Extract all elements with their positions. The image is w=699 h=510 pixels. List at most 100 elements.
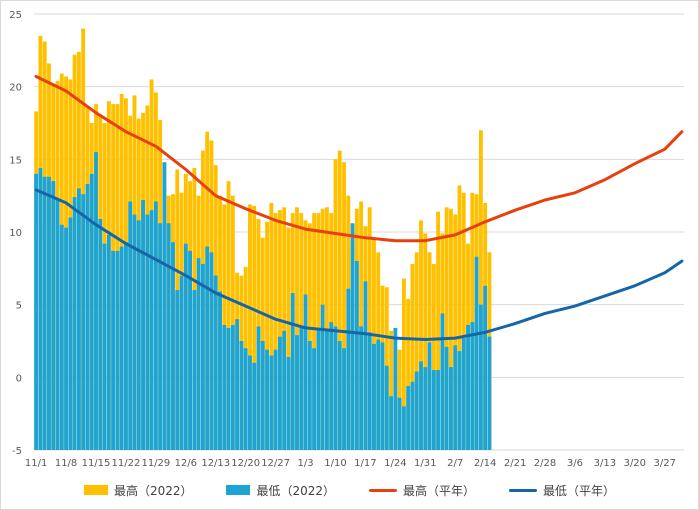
- y-tick-label: 20: [9, 83, 22, 94]
- bar-high-2022: [286, 227, 291, 450]
- bar-low-2022: [256, 326, 261, 450]
- line-high-normal: [34, 75, 684, 243]
- bar-low-2022: [312, 348, 317, 450]
- legend-swatch-high-normal: [369, 488, 398, 492]
- bar-low-2022: [248, 355, 252, 450]
- bar-high-2022: [337, 150, 342, 450]
- bar-low-2022: [179, 275, 184, 450]
- bar-high-2022: [226, 181, 231, 450]
- bar-high-2022: [419, 220, 423, 450]
- bar-low-2022: [38, 168, 43, 450]
- bar-high-2022: [410, 263, 415, 450]
- bar-low-2022: [419, 361, 423, 450]
- bar-low-2022: [453, 345, 458, 450]
- bar-low-2022: [47, 176, 51, 451]
- bar-low-2022: [200, 263, 205, 450]
- x-tick-label: 1/10: [324, 458, 346, 469]
- y-tick-label: 5: [16, 301, 22, 312]
- legend-item-low-normal: 最低（平年）: [509, 482, 615, 499]
- bar-low-2022: [68, 217, 73, 450]
- bar-low-2022: [436, 370, 441, 450]
- bar-low-2022: [273, 349, 278, 450]
- bar-low-2022: [141, 200, 145, 450]
- bar-low-2022: [153, 201, 158, 450]
- bar-low-2022: [363, 281, 368, 450]
- bar-low-2022: [51, 181, 56, 450]
- bar-low-2022: [149, 210, 154, 450]
- bar-low-2022: [290, 293, 295, 450]
- bar-low-2022: [222, 325, 227, 450]
- temperature-chart: -5 0 5 10 15 20 25 11/1 11/8 11/15 11/22 11/29 12/6 1…: [9, 10, 684, 469]
- bar-high-2022: [265, 221, 269, 450]
- y-tick-label: 10: [9, 228, 22, 239]
- bar-low-2022: [427, 342, 432, 450]
- bar-low-2022: [235, 319, 240, 450]
- bar-low-2022: [239, 341, 244, 450]
- bar-low-2022: [367, 332, 372, 450]
- bar-low-2022: [401, 406, 406, 450]
- bar-low-2022: [299, 326, 304, 450]
- bar-low-2022: [440, 313, 445, 450]
- bar-high-2022: [359, 201, 364, 450]
- bar-low-2022: [243, 348, 248, 450]
- bar-low-2022: [470, 322, 475, 450]
- bar-low-2022: [252, 362, 257, 450]
- bar-low-2022: [59, 224, 64, 450]
- bar-low-2022: [286, 356, 291, 450]
- x-tick-label: 12/13: [201, 458, 230, 469]
- legend-label-low-normal: 最低（平年）: [543, 483, 616, 498]
- bar-low-2022: [354, 261, 359, 450]
- legend-item-high-2022: 最高（2022）: [83, 482, 193, 499]
- bar-low-2022: [307, 341, 312, 450]
- bar-high-2022: [401, 278, 406, 450]
- line-low-normal: [34, 188, 684, 341]
- bar-low-2022: [265, 349, 269, 450]
- bar-low-2022: [218, 291, 222, 450]
- legend-swatch-high-2022: [83, 485, 108, 495]
- bar-high-2022: [282, 207, 287, 450]
- bar-low-2022: [320, 304, 325, 450]
- bar-low-2022: [346, 288, 351, 450]
- bar-low-2022: [406, 386, 411, 450]
- bar-low-2022: [76, 188, 81, 450]
- bar-low-2022: [162, 162, 167, 451]
- bar-high-2022: [273, 213, 278, 450]
- bar-low-2022: [196, 258, 201, 450]
- bar-low-2022: [372, 343, 376, 450]
- bar-low-2022: [393, 327, 398, 450]
- bar-low-2022: [205, 246, 210, 450]
- bar-low-2022: [42, 176, 47, 451]
- legend-label-high-2022: 最高（2022）: [113, 483, 193, 498]
- bar-low-2022: [34, 173, 39, 450]
- bar-low-2022: [171, 242, 175, 450]
- bar-high-2022: [389, 330, 393, 450]
- bar-high-2022: [277, 210, 282, 450]
- bar-high-2022: [342, 162, 346, 451]
- bar-high-2022: [248, 204, 252, 450]
- bar-high-2022: [461, 192, 466, 450]
- bar-low-2022: [72, 197, 77, 450]
- legend-swatch-low-2022: [226, 485, 251, 495]
- y-tick-label: 0: [16, 373, 22, 384]
- bar-high-2022: [436, 211, 441, 450]
- bar-high-2022: [470, 192, 475, 450]
- x-tick-label: 1/17: [354, 458, 376, 469]
- bar-low-2022: [329, 322, 334, 450]
- x-tick-label: 3/20: [624, 458, 646, 469]
- legend-label-high-normal: 最高（平年）: [403, 483, 476, 498]
- bar-low-2022: [397, 397, 402, 450]
- bar-low-2022: [449, 367, 453, 450]
- bar-low-2022: [303, 294, 308, 450]
- bar-low-2022: [478, 304, 483, 450]
- x-tick-label: 11/22: [112, 458, 141, 469]
- bar-low-2022: [213, 275, 218, 450]
- bar-high-2022: [457, 185, 462, 450]
- x-tick-label: 3/13: [594, 458, 616, 469]
- bar-low-2022: [359, 326, 364, 450]
- bar-low-2022: [487, 336, 492, 450]
- bar-low-2022: [128, 201, 133, 450]
- y-tick-label: -5: [12, 446, 22, 457]
- bar-low-2022: [325, 329, 329, 450]
- bar-low-2022: [124, 242, 128, 450]
- bar-low-2022: [132, 214, 137, 450]
